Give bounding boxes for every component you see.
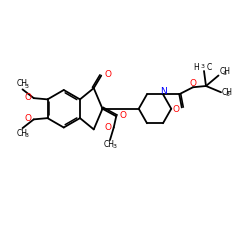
Text: H: H [193, 62, 198, 72]
Text: C: C [206, 62, 212, 72]
Text: N: N [160, 87, 166, 96]
Text: 3: 3 [223, 71, 227, 76]
Text: 3: 3 [25, 84, 29, 89]
Text: CH: CH [17, 80, 28, 88]
Text: O: O [25, 114, 32, 123]
Text: O: O [189, 79, 196, 88]
Text: 3: 3 [25, 133, 29, 138]
Text: CH: CH [222, 88, 233, 97]
Text: CH: CH [17, 129, 28, 138]
Text: 3: 3 [112, 144, 116, 149]
Text: CH: CH [220, 67, 230, 76]
Text: O: O [105, 123, 112, 132]
Text: O: O [172, 105, 179, 114]
Text: O: O [120, 110, 126, 120]
Text: O: O [25, 93, 32, 102]
Text: CH: CH [103, 140, 114, 149]
Text: O: O [104, 70, 111, 79]
Text: 3: 3 [201, 64, 205, 70]
Text: 3: 3 [225, 92, 229, 97]
